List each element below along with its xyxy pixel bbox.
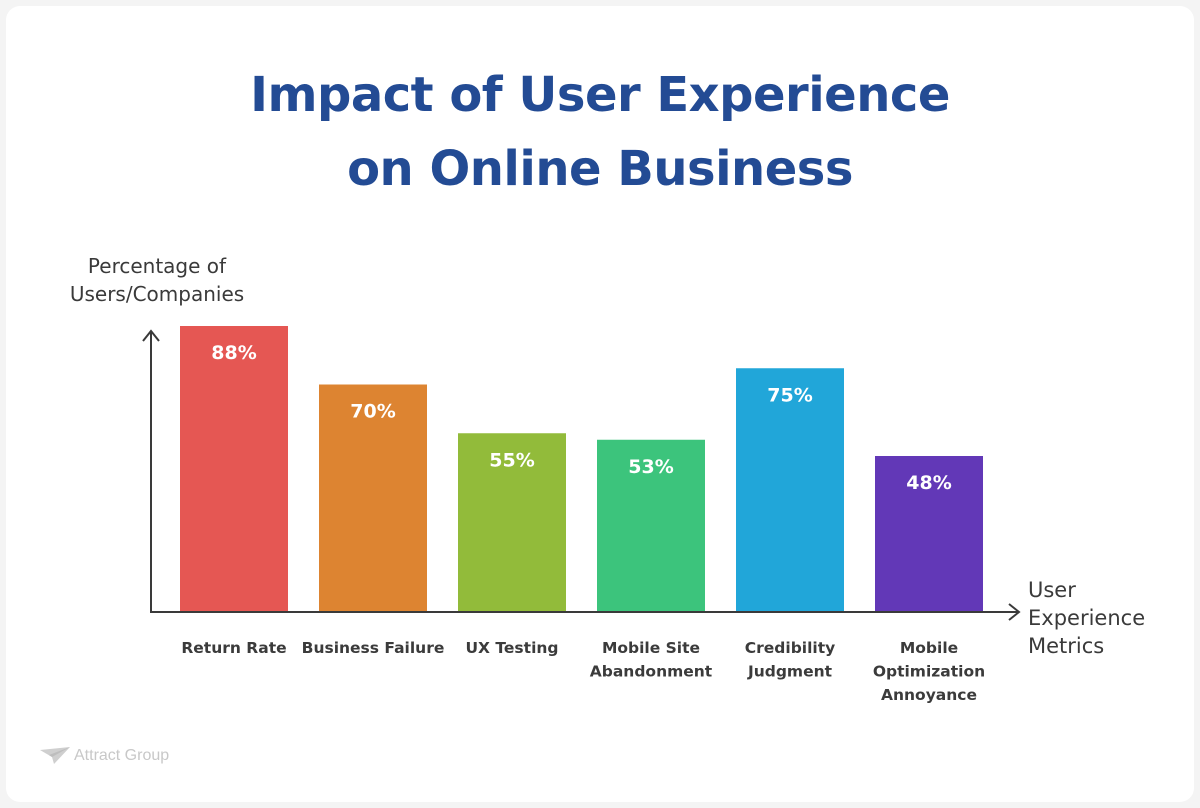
brand-logo: Attract Group [40,744,169,768]
bar-value-label-1: 88% [211,342,256,364]
x-axis-arrow [1008,603,1021,621]
y-axis-label-line-2: Users/Companies [69,282,245,306]
bar-1 [180,326,288,612]
category-label-5: Credibility Judgment [745,639,836,681]
chart-title-line-1: Impact of User Experience [250,67,950,123]
bar-value-label-5: 75% [767,384,812,406]
category-label-6-line-1: Mobile [900,639,958,657]
bar-3 [458,433,566,612]
category-label-5-line-1: Credibility [745,639,836,657]
category-label-2-line-1: Business Failure [302,639,445,657]
category-label-1-line-1: Return Rate [181,639,286,657]
y-axis-label-line-1: Percentage of [87,254,227,278]
x-axis-label-line-2: Experience [1028,606,1146,630]
category-label-4-line-2: Abandonment [590,663,713,681]
category-label-4-line-1: Mobile Site [602,639,700,657]
chart-title: Impact of User Experience on Online Busi… [0,58,1200,206]
bar-value-label-4: 53% [628,456,673,478]
y-axis-label: Percentage of Users/Companies [42,252,272,308]
chart-title-line-2: on Online Business [347,141,853,197]
bar-6 [875,456,983,612]
bar-5 [736,368,844,612]
x-axis-label-line-1: User [1028,578,1076,602]
category-label-6-line-3: Annoyance [881,686,977,704]
brand-name: Attract Group [74,747,170,764]
bars-group: 88% 70% 55% 53% 75% 48% [180,326,983,612]
category-label-6: Mobile Optimization Annoyance [873,639,985,704]
x-axis-label-line-3: Metrics [1028,634,1105,658]
category-label-3: UX Testing [465,639,558,657]
category-label-4: Mobile Site Abandonment [590,639,713,681]
category-label-5-line-2: Judgment [747,663,833,681]
paper-plane-icon [40,747,70,764]
category-labels-group: Return Rate Business Failure UX Testing Mob… [181,639,985,704]
category-label-3-line-1: UX Testing [465,639,558,657]
bar-value-label-2: 70% [350,401,395,423]
category-label-1: Return Rate [181,639,286,657]
bar-4 [597,439,705,612]
category-label-6-line-2: Optimization [873,663,985,681]
bar-2 [319,384,427,612]
y-axis-arrow [142,329,160,342]
bar-value-label-3: 55% [489,449,534,471]
x-axis-label: User Experience Metrics [1028,576,1145,660]
bar-value-label-6: 48% [906,472,951,494]
category-label-2: Business Failure [302,639,445,657]
